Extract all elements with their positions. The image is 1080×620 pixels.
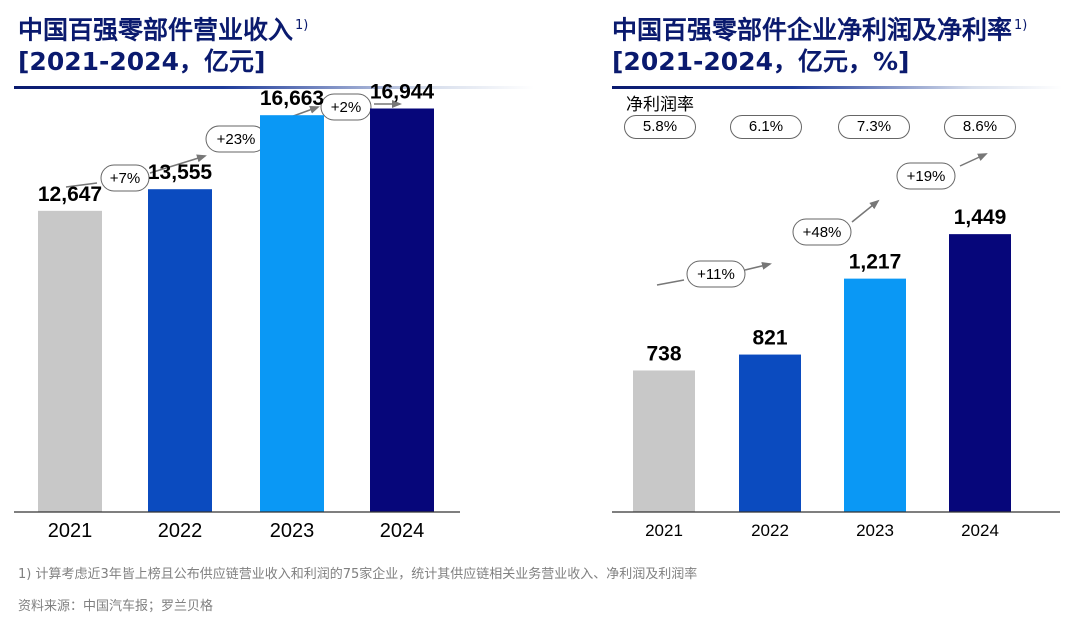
left-title-rule bbox=[14, 86, 534, 89]
right-title-line2: [2021-2024，亿元，%] bbox=[612, 47, 910, 77]
x-tick-label: 2022 bbox=[158, 520, 203, 542]
right-title-rule bbox=[612, 86, 1062, 89]
growth-pill-label: +19% bbox=[907, 168, 946, 185]
right-title-footnote-mark: 1) bbox=[1014, 18, 1028, 33]
left-title-footnote-mark: 1) bbox=[295, 18, 309, 33]
bar-value-label: 1,217 bbox=[849, 251, 902, 274]
x-tick-label: 2021 bbox=[48, 520, 93, 542]
footnote-methodology: 1) 计算考虑近3年皆上榜且公布供应链营业收入和利润的75家企业，统计其供应链相… bbox=[18, 567, 698, 582]
growth-pill bbox=[792, 218, 852, 246]
footnote-source: 资料来源：中国汽车报；罗兰贝格 bbox=[18, 599, 214, 614]
bar-2022 bbox=[148, 189, 212, 513]
net-profit-chart: +11% +48% +19% 738 2021 821 2022 1,217 2023 1,449… bbox=[612, 153, 1060, 540]
left-title-line2: [2021-2024，亿元] bbox=[18, 47, 266, 77]
net-margin-2022: 6.1% bbox=[730, 115, 802, 139]
right-chart-title: 中国百强零部件企业净利润及净利率 1) [2021-2024，亿元，%] bbox=[612, 10, 1027, 78]
bar-value-label: 821 bbox=[752, 327, 787, 350]
growth-pill-label: +7% bbox=[110, 170, 140, 187]
growth-pill-label: +23% bbox=[217, 131, 256, 148]
bar-2023 bbox=[260, 115, 324, 512]
bar-2024 bbox=[370, 108, 434, 512]
bar-2024 bbox=[949, 234, 1011, 512]
bar-value-label: 738 bbox=[646, 342, 681, 365]
bar-value-label: 12,647 bbox=[38, 183, 102, 206]
x-tick-label: 2024 bbox=[380, 520, 425, 542]
x-tick-label: 2024 bbox=[961, 521, 999, 540]
net-margin-2021: 5.8% bbox=[624, 115, 696, 139]
net-margin-2024: 8.6% bbox=[944, 115, 1016, 139]
growth-arrow-segment bbox=[959, 153, 988, 167]
growth-arrow-segment bbox=[65, 182, 98, 188]
growth-pill bbox=[896, 162, 956, 190]
growth-pill-label: +48% bbox=[803, 224, 842, 241]
growth-pill-label: +2% bbox=[331, 99, 361, 116]
revenue-chart: +7% +23% +2% 12,647 2021 13,555 2022 16,663 2023… bbox=[14, 80, 460, 542]
right-title-line1: 中国百强零部件企业净利润及净利率 bbox=[612, 15, 1013, 45]
growth-arrow-segment bbox=[149, 154, 207, 174]
bar-value-label: 13,555 bbox=[148, 161, 213, 184]
bar-2023 bbox=[844, 278, 906, 512]
growth-pill bbox=[100, 164, 150, 192]
bar-value-label: 1,449 bbox=[954, 206, 1007, 229]
x-tick-label: 2023 bbox=[856, 521, 894, 540]
bar-2021 bbox=[38, 210, 102, 512]
bar-2021 bbox=[633, 370, 695, 512]
net-margin-2023: 7.3% bbox=[838, 115, 910, 139]
bar-value-label: 16,944 bbox=[370, 80, 435, 103]
growth-arrow-segment bbox=[744, 261, 772, 271]
bar-2022 bbox=[739, 354, 801, 512]
left-title-line1: 中国百强零部件营业收入 bbox=[18, 15, 294, 45]
x-tick-label: 2023 bbox=[270, 520, 315, 542]
net-margin-label: 净利润率 bbox=[626, 95, 694, 115]
bar-value-label: 16,663 bbox=[260, 87, 324, 110]
x-tick-label: 2021 bbox=[645, 521, 683, 540]
growth-arrow-segment bbox=[656, 279, 685, 286]
x-tick-label: 2022 bbox=[751, 521, 789, 540]
growth-pill bbox=[320, 93, 372, 121]
growth-pill-label: +11% bbox=[697, 266, 735, 283]
left-chart-title: 中国百强零部件营业收入 1) [2021-2024，亿元] bbox=[18, 10, 308, 78]
growth-arrow-segment bbox=[851, 199, 880, 223]
growth-pill bbox=[686, 260, 746, 288]
